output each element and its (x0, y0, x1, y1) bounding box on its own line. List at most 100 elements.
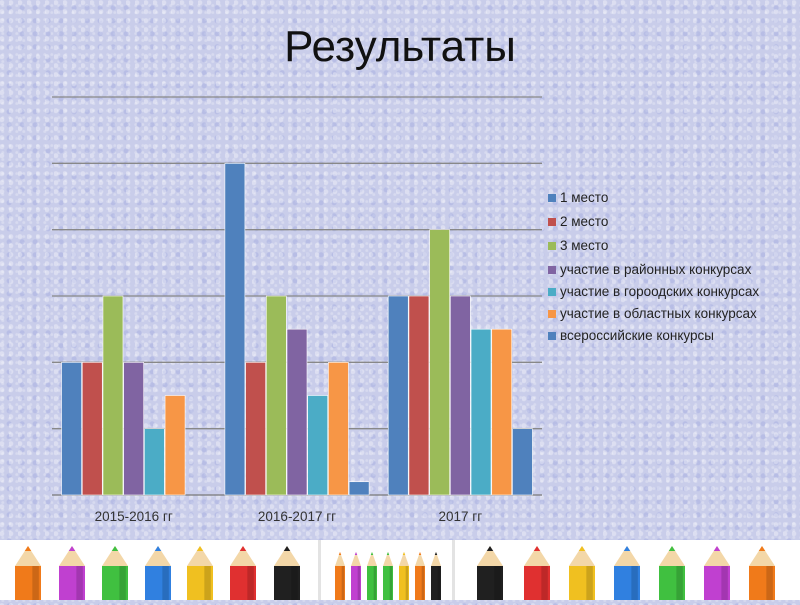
bar (387, 295, 409, 496)
bar (307, 395, 329, 496)
pencil-tip (431, 552, 441, 566)
pencil-body (230, 566, 256, 600)
pencil-tip (399, 552, 409, 566)
pencil-lead (338, 552, 342, 555)
pencil-lead (713, 546, 721, 551)
bar (102, 295, 124, 496)
pencil-divider (452, 540, 455, 600)
pencil-body (524, 566, 550, 600)
pencil-tip (383, 552, 393, 566)
pencil-tip (274, 546, 300, 566)
pencil-tip (415, 552, 425, 566)
x-tick-label: 2016-2017 гг (258, 509, 336, 524)
pencil-tip (187, 546, 213, 566)
legend-swatch (548, 242, 556, 250)
legend-swatch (548, 332, 556, 340)
pencil-tip (335, 552, 345, 566)
pencil-lead (154, 546, 162, 551)
pencil-tip (749, 546, 775, 566)
pencil-lead (196, 546, 204, 551)
pencil-shade (76, 566, 83, 600)
bar (81, 362, 103, 496)
legend-label: 3 место (560, 238, 609, 253)
bar (265, 295, 287, 496)
pencil-body (59, 566, 85, 600)
bar (144, 428, 165, 496)
legend-label: участие в областных конкурсах (560, 306, 757, 321)
pencil-border-decoration (0, 540, 800, 600)
pencil-shade (389, 566, 393, 600)
pencil-shade (204, 566, 211, 600)
legend-item: участие в областных конкурсах (548, 306, 788, 322)
pencil-shade (676, 566, 683, 600)
pencil-tip (614, 546, 640, 566)
legend-label: участие в гороодских конкурсах (560, 284, 760, 299)
pencil-body (335, 566, 345, 600)
pencil-tip (15, 546, 41, 566)
pencil-shade (541, 566, 548, 600)
pencil-body (399, 566, 409, 600)
pencil-body (351, 566, 361, 600)
bar (408, 295, 430, 496)
legend-item: участие в гороодских конкурсах (548, 284, 788, 300)
pencil-body (367, 566, 377, 600)
legend-swatch (548, 194, 556, 202)
bar (123, 362, 144, 496)
x-tick-label: 2017 гг (439, 509, 483, 524)
pencil-shade (494, 566, 501, 600)
pencil-lead (111, 546, 119, 551)
legend-item: 3 место (548, 238, 788, 254)
pencil-tip (351, 552, 361, 566)
pencil-shade (373, 566, 377, 600)
pencil-lead (24, 546, 32, 551)
pencil-tip (524, 546, 550, 566)
pencil-shade (291, 566, 298, 600)
pencil-shade (162, 566, 169, 600)
legend-item: участие в районных конкурсах (548, 262, 788, 278)
pencil-body (187, 566, 213, 600)
pencil-lead (758, 546, 766, 551)
pencil-body (15, 566, 41, 600)
bar (286, 328, 308, 496)
pencil-shade (341, 566, 345, 600)
bar (328, 362, 349, 496)
legend-swatch (548, 266, 556, 274)
legend-label: 1 место (560, 190, 609, 205)
pencil-lead (486, 546, 494, 551)
bar (245, 362, 266, 496)
legend-item: 1 место (548, 190, 788, 206)
pencil-body (704, 566, 730, 600)
pencil-body (749, 566, 775, 600)
pencil-body (614, 566, 640, 600)
pencil-shade (119, 566, 126, 600)
pencil-body (274, 566, 300, 600)
pencil-shade (247, 566, 254, 600)
pencil-shade (766, 566, 773, 600)
pencil-tip (659, 546, 685, 566)
pencil-lead (239, 546, 247, 551)
legend-label: всероссийские конкурсы (560, 328, 714, 343)
pencil-shade (32, 566, 39, 600)
pencil-lead (418, 552, 422, 555)
pencil-lead (578, 546, 586, 551)
legend-label: 2 место (560, 214, 609, 229)
pencil-lead (668, 546, 676, 551)
bar (348, 481, 370, 496)
legend-item: всероссийские конкурсы (548, 328, 788, 344)
pencil-shade (421, 566, 425, 600)
pencil-shade (631, 566, 638, 600)
bar (512, 428, 533, 496)
pencil-shade (405, 566, 409, 600)
page-title: Результаты (284, 22, 516, 71)
pencil-lead (434, 552, 438, 555)
pencil-lead (354, 552, 358, 555)
legend-label: участие в районных конкурсах (560, 262, 752, 277)
pencil-body (431, 566, 441, 600)
pencil-tip (230, 546, 256, 566)
pencil-shade (721, 566, 728, 600)
pencil-lead (370, 552, 374, 555)
pencil-lead (623, 546, 631, 551)
pencil-lead (402, 552, 406, 555)
bar (491, 328, 513, 496)
